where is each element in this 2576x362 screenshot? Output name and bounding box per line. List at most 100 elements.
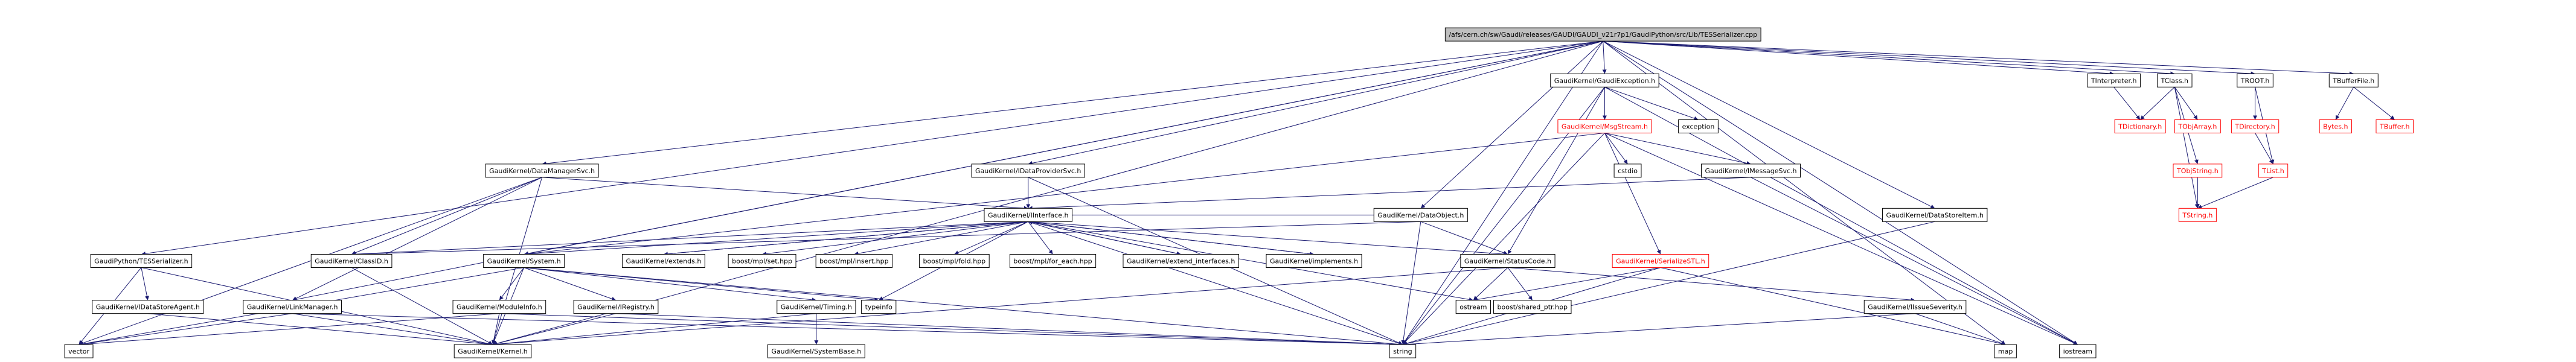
edge	[1402, 40, 1604, 345]
edge	[1028, 221, 1053, 255]
node-label: GaudiKernel/IRegistry.h	[577, 303, 655, 311]
node-label: TBuffer.h	[2379, 122, 2410, 130]
node-box	[1994, 344, 2017, 358]
node: GaudiKernel/DataObject.h	[1373, 208, 1468, 222]
node-box	[2157, 73, 2193, 87]
node: GaudiKernel/IDataProviderSvc.h	[971, 164, 1085, 178]
edge	[1603, 40, 2006, 345]
edge	[2113, 86, 2141, 120]
node: GaudiKernel/DataManagerSvc.h	[485, 164, 599, 178]
node-box	[64, 344, 94, 358]
node-box	[2258, 164, 2289, 178]
node-box	[485, 164, 599, 178]
edges	[78, 40, 2395, 347]
node: GaudiKernel/IInterface.h	[984, 208, 1072, 222]
edge	[499, 313, 1403, 347]
node-box	[971, 164, 1085, 178]
node-label: TROOT.h	[2240, 77, 2270, 84]
edge	[2335, 87, 2354, 120]
node-box	[1678, 119, 1719, 133]
edge	[2139, 86, 2175, 120]
edge	[78, 177, 542, 345]
edge	[499, 267, 525, 300]
node-label: GaudiKernel/SystemBase.h	[771, 348, 861, 355]
edge	[2174, 87, 2199, 209]
node-box	[2087, 73, 2141, 87]
node-label: boost/mpl/set.hpp	[732, 257, 792, 265]
node-label: GaudiPython/TESSerializer.h	[94, 257, 188, 265]
node: GaudiKernel/implements.h	[1266, 253, 1362, 268]
node-label: GaudiKernel/implements.h	[1270, 257, 1358, 265]
node: TBuffer.h	[2376, 119, 2414, 133]
edge	[141, 40, 1603, 256]
node: GaudiKernel/SystemBase.h	[767, 344, 865, 358]
edge	[1401, 221, 1421, 345]
node-box	[815, 253, 893, 268]
node-label: GaudiKernel/SerializeSTL.h	[1616, 257, 1705, 265]
edge	[1028, 221, 1403, 346]
edge	[1028, 220, 1181, 255]
edge	[351, 221, 1421, 256]
node-label: boost/mpl/fold.hpp	[923, 257, 985, 265]
node-label: boost/mpl/for_each.hpp	[1013, 257, 1092, 265]
node-box	[1455, 300, 1491, 314]
node: ostream	[1455, 300, 1491, 314]
node-box	[1863, 300, 1967, 314]
node-box	[2059, 344, 2097, 358]
node-box	[483, 253, 565, 268]
edge	[854, 221, 1028, 256]
node-box	[1123, 253, 1239, 268]
node-box	[767, 344, 865, 358]
edge	[1028, 221, 1508, 256]
node-label: TDictionary.h	[2118, 122, 2162, 130]
edge	[2197, 177, 2273, 209]
node: TClass.h	[2157, 73, 2193, 87]
edge	[78, 313, 293, 346]
node: GaudiKernel/IIssueSeverity.h	[1863, 300, 1967, 314]
edge	[1915, 313, 2006, 346]
node-label: boost/shared_ptr.hpp	[1498, 303, 1568, 311]
edge	[1473, 267, 1661, 302]
edge	[1604, 133, 1628, 165]
node-label: iostream	[2063, 348, 2092, 355]
node-label: GaudiKernel/IDataProviderSvc.h	[975, 167, 1081, 175]
edge	[542, 40, 1603, 166]
edge	[1604, 86, 1699, 121]
node: GaudiKernel/StatusCode.h	[1460, 253, 1556, 268]
node-box	[1460, 253, 1556, 268]
edge	[1604, 132, 2078, 345]
node: GaudiKernel/MsgStream.h	[1557, 119, 1652, 133]
node-box	[1373, 208, 1468, 222]
node-box	[2328, 73, 2379, 87]
node: map	[1994, 344, 2017, 358]
node-box	[621, 253, 705, 268]
node: TBufferFile.h	[2328, 73, 2379, 87]
node-label: GaudiKernel/StatusCode.h	[1464, 257, 1551, 265]
edge	[524, 221, 1028, 256]
edge	[1603, 40, 2175, 76]
edge	[1604, 133, 1661, 255]
node-box	[1613, 164, 1642, 178]
node-box	[2237, 73, 2273, 87]
node-box	[1612, 253, 1709, 268]
node-box	[243, 300, 342, 314]
node: GaudiKernel/extend_interfaces.h	[1123, 253, 1239, 268]
edge	[351, 177, 542, 255]
edge	[1420, 40, 1604, 209]
node: GaudiKernel/ClassID.h	[310, 253, 392, 268]
edge	[1604, 132, 1751, 165]
node-box	[861, 300, 897, 314]
edge	[524, 267, 1403, 346]
node-box	[1701, 164, 1801, 178]
edge	[1603, 40, 2114, 76]
edge	[292, 177, 542, 301]
edge	[292, 313, 1403, 347]
node-box	[90, 253, 193, 268]
edge	[663, 220, 1028, 255]
node-label: GaudiKernel/DataManagerSvc.h	[489, 167, 595, 175]
node-label: GaudiKernel/DataStoreItem.h	[1886, 211, 1983, 219]
node-box	[1444, 27, 1761, 42]
edge	[1473, 267, 1508, 301]
node-box	[2173, 164, 2223, 178]
